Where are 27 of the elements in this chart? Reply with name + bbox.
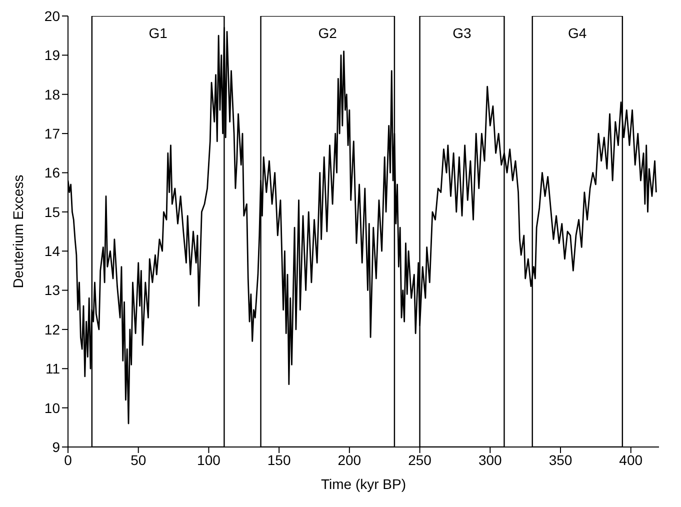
y-tick-label: 20: [44, 8, 60, 24]
band-label: G1: [148, 24, 168, 41]
y-tick-label: 16: [44, 164, 60, 181]
band-label: G4: [568, 24, 587, 41]
x-tick-label: 300: [478, 452, 502, 468]
y-tick-label: 15: [44, 204, 60, 220]
x-tick-label: 150: [267, 452, 291, 468]
y-tick-label: 18: [44, 86, 60, 102]
x-tick-label: 100: [197, 452, 221, 468]
x-tick-label: 50: [130, 452, 146, 468]
y-tick-label: 13: [44, 282, 60, 298]
y-axis-title: Deuterium Excess: [10, 174, 26, 288]
x-tick-label: 400: [619, 452, 643, 468]
y-tick-label: 17: [44, 126, 60, 142]
y-tick-label: 19: [44, 47, 60, 64]
y-tick-label: 11: [45, 360, 60, 377]
x-axis-title: Time (kyr BP): [320, 476, 406, 492]
y-tick-label: 9: [52, 438, 60, 455]
y-tick-label: 14: [44, 243, 60, 260]
band-label: G3: [452, 24, 472, 41]
y-tick-label: 10: [44, 400, 60, 416]
x-tick-label: 250: [408, 452, 432, 468]
band-label: G2: [318, 24, 338, 41]
x-tick-label: 0: [64, 452, 72, 468]
x-tick-label: 200: [338, 452, 362, 468]
y-tick-label: 12: [44, 321, 60, 338]
x-tick-label: 350: [548, 452, 572, 468]
